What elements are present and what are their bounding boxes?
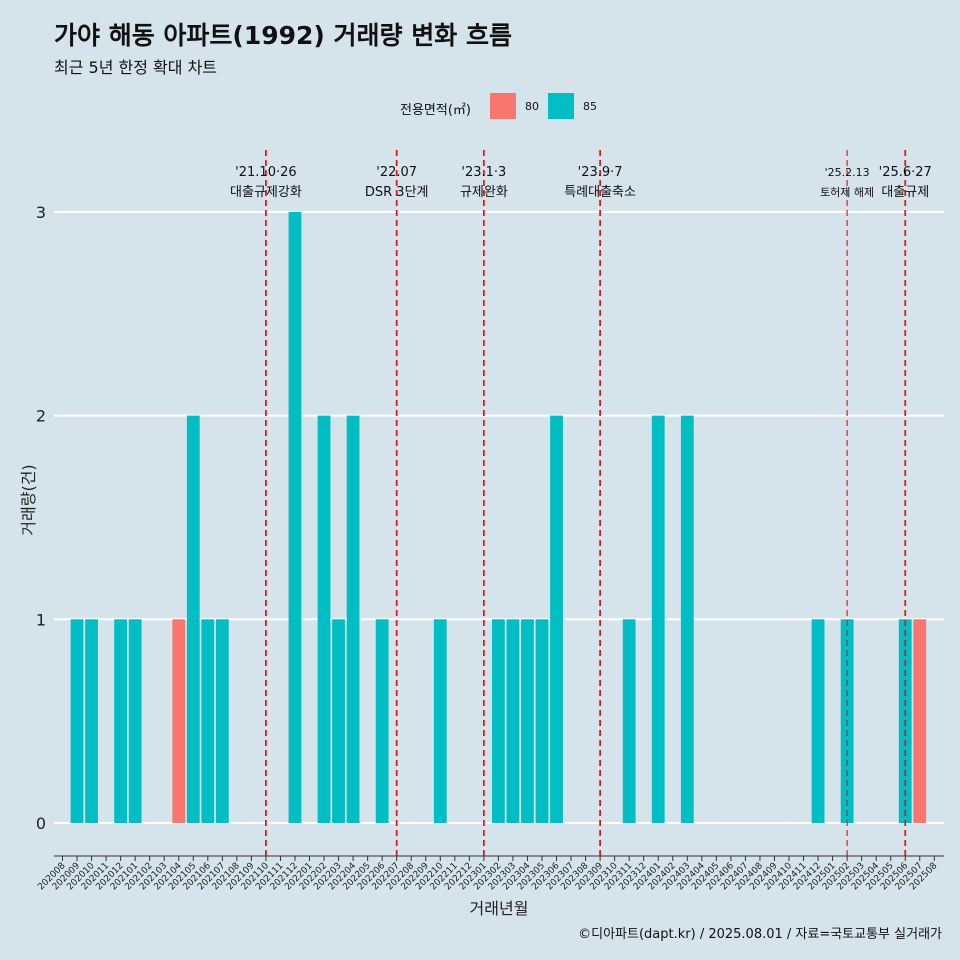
- legend-swatch-80: [490, 93, 516, 119]
- bar: [288, 211, 302, 823]
- bar: [492, 619, 505, 823]
- legend-label-85: 85: [583, 100, 597, 113]
- bar: [186, 415, 200, 823]
- y-tick-label: 3: [36, 203, 46, 222]
- source-caption: ©디아파트(dapt.kr) / 2025.08.01 / 자료=국토교통부 실…: [578, 927, 942, 942]
- y-tick-label: 0: [36, 814, 46, 833]
- event-date-label: '25.2.13: [825, 166, 870, 179]
- bar: [680, 415, 694, 823]
- legend-title: 전용면적(㎡): [400, 103, 471, 118]
- x-axis-title: 거래년월: [470, 899, 529, 918]
- bar: [375, 619, 389, 823]
- legend-label-80: 80: [525, 100, 539, 113]
- event-date-label: '23.1·3: [461, 165, 506, 180]
- bar: [128, 619, 142, 823]
- legend-swatch-85: [548, 93, 574, 119]
- bar: [550, 415, 563, 823]
- chart-title: 가야 해동 아파트(1992) 거래량 변화 흐름: [54, 21, 512, 50]
- event-date-label: '21.10·26: [235, 165, 296, 180]
- bar: [215, 619, 229, 823]
- y-axis-title: 거래량(건): [19, 464, 38, 535]
- bar: [172, 619, 186, 823]
- bar: [521, 619, 534, 823]
- y-tick-label: 2: [36, 407, 46, 426]
- bar: [201, 619, 215, 823]
- event-date-label: '23.9·7: [578, 165, 623, 180]
- bar: [913, 619, 927, 823]
- bar: [114, 619, 128, 823]
- bar: [433, 619, 447, 823]
- bar: [506, 619, 520, 823]
- event-name-label: 대출규제: [881, 185, 929, 200]
- event-name-label: 특례대출축소: [564, 185, 636, 200]
- y-tick-label: 1: [36, 610, 46, 629]
- bar: [535, 619, 549, 823]
- legend: 전용면적(㎡) 80 85: [0, 93, 960, 121]
- chart-subtitle: 최근 5년 한정 확대 차트: [54, 58, 218, 77]
- bar: [811, 619, 825, 823]
- bar: [317, 415, 331, 823]
- event-name-label: 대출규제강화: [230, 185, 302, 200]
- bar: [85, 619, 98, 823]
- bar: [70, 619, 84, 823]
- bar: [651, 415, 665, 823]
- bar: [332, 619, 345, 823]
- event-date-label: '22.07: [376, 165, 417, 180]
- event-name-label: 규제완화: [460, 185, 508, 200]
- bar: [346, 415, 360, 823]
- bar: [622, 619, 636, 823]
- event-name-label: 토허제 해제: [820, 185, 874, 199]
- event-name-label: DSR 3단계: [365, 185, 429, 200]
- event-date-label: '25.6·27: [879, 165, 932, 180]
